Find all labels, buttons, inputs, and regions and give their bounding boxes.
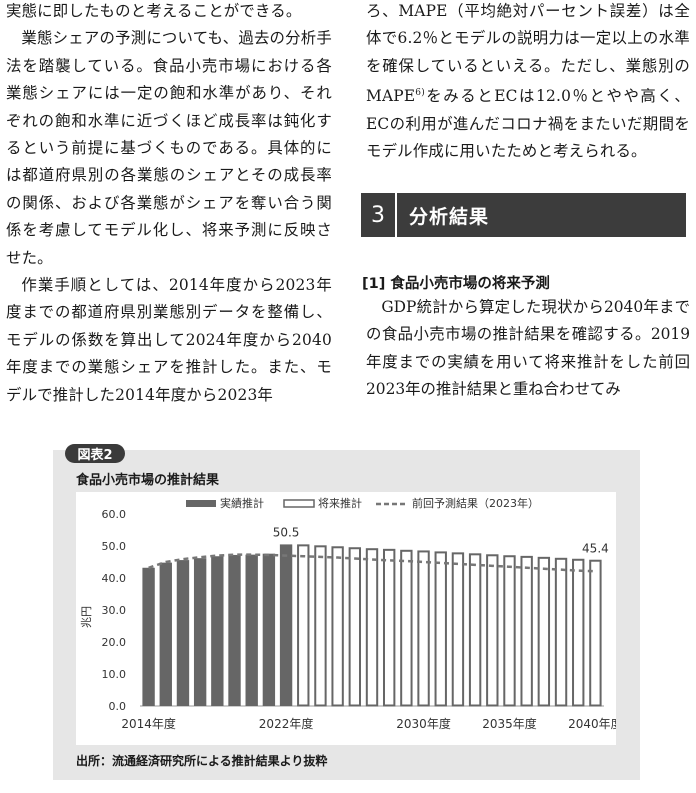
y-tick-label: 20.0 (102, 636, 127, 649)
figure-title: 食品小売市場の推計結果 (76, 473, 220, 488)
bar-actual (228, 554, 241, 706)
subheading: [1] 食品小売市場の将来予測 (362, 276, 550, 292)
data-label: 50.5 (273, 525, 300, 539)
section-title: 分析結果 (409, 205, 490, 228)
section-heading: 3 分析結果 (361, 193, 686, 237)
left-paragraph-1: 実態に即したものと考えることができる。 (6, 2, 302, 20)
y-tick-label: 40.0 (102, 572, 127, 585)
bar-forecast (503, 555, 516, 707)
bar-forecast (589, 559, 602, 707)
footnote-ref: 6) (415, 88, 425, 99)
x-tick-label: 2022年度 (259, 716, 314, 731)
bar-forecast (451, 552, 465, 707)
bar-chart: 0.0 10.0 20.0 30.0 40.0 50.0 60.0 兆円 50.5 45.4 201… (80, 496, 623, 731)
bar-forecast (537, 556, 551, 707)
y-tick-label: 30.0 (102, 604, 127, 617)
section-number: 3 (361, 193, 397, 237)
legend-label-previous: 前回予測結果（2023年） (412, 496, 539, 510)
bar-forecast (554, 557, 568, 707)
x-tick-label: 2035年度 (482, 716, 537, 731)
figure-tag: 図表2 (65, 444, 125, 463)
legend-label-forecast: 将来推計 (318, 496, 362, 510)
bar-forecast (417, 550, 430, 707)
bar-forecast (400, 549, 413, 707)
right-paragraph-2: GDP統計から算定した現状から2040年までの食品小売市場の推計結果を確認する。… (366, 298, 690, 399)
x-tick-label: 2040年度 (568, 716, 616, 731)
bar-forecast (468, 553, 482, 707)
legend-swatch-actual (186, 500, 216, 507)
left-text-column: 実態に即したものと考えることができる。 業態シェアの予測についても、過去の分析手… (6, 0, 332, 409)
bar-forecast (331, 546, 344, 707)
bar-actual (159, 562, 172, 706)
y-tick-label: 10.0 (102, 668, 127, 681)
bar-actual (193, 558, 207, 706)
figure-source: 出所：流通経済研究所による推計結果より抜粋 (76, 754, 328, 768)
y-tick-label: 60.0 (102, 508, 127, 521)
right-text-after-heading: GDP統計から算定した現状から2040年までの食品小売市場の推計結果を確認する。… (366, 294, 690, 404)
right-paragraph-1-text: ろ、MAPE（平均絶対パーセント誤差）は全体で6.2％とモデルの説明力は一定以上… (366, 2, 690, 106)
y-tick-label: 0.0 (109, 700, 127, 713)
y-axis-label: 兆円 (80, 606, 93, 628)
bar-forecast (572, 558, 585, 707)
bar-forecast (348, 547, 362, 707)
bar-actual (262, 553, 276, 706)
bar-forecast (434, 551, 447, 707)
bar-actual (245, 554, 258, 706)
right-paragraph-1: ろ、MAPE（平均絶対パーセント誤差）は全体で6.2％とモデルの説明力は一定以上… (366, 0, 690, 166)
left-paragraph-3: 作業手順としては、2014年度から2023年度までの都道府県別業態別データを整備… (6, 276, 332, 404)
bar-actual (176, 560, 190, 706)
bar-forecast (486, 554, 499, 707)
chart-area: 0.0 10.0 20.0 30.0 40.0 50.0 60.0 兆円 50.5 45.4 201… (76, 492, 623, 745)
right-paragraph-1-rest: をみるとECは12.0％とやや高く、ECの利用が進んだコロナ禍をまたいだ期間をモ… (366, 87, 690, 161)
bar-actual (142, 567, 155, 706)
line-previous-forecast (148, 553, 596, 573)
right-text-column: ろ、MAPE（平均絶対パーセント誤差）は全体で6.2％とモデルの説明力は一定以上… (366, 0, 690, 166)
bar-forecast (382, 548, 396, 707)
bar-forecast (365, 548, 379, 707)
bar-forecast (314, 545, 327, 707)
legend-label-actual: 実績推計 (220, 496, 264, 510)
bar-forecast (520, 555, 533, 707)
bar-actual (211, 556, 224, 706)
bar-forecast (297, 544, 310, 707)
bar-actual (279, 544, 293, 706)
x-tick-label: 2030年度 (396, 716, 451, 731)
legend-swatch-forecast (283, 499, 315, 508)
x-tick-label: 2014年度 (121, 716, 176, 731)
left-paragraph-2: 業態シェアの予測についても、過去の分析手法を踏襲している。食品小売市場における各… (6, 29, 332, 267)
data-label: 45.4 (582, 542, 609, 556)
y-tick-label: 50.0 (102, 540, 127, 553)
